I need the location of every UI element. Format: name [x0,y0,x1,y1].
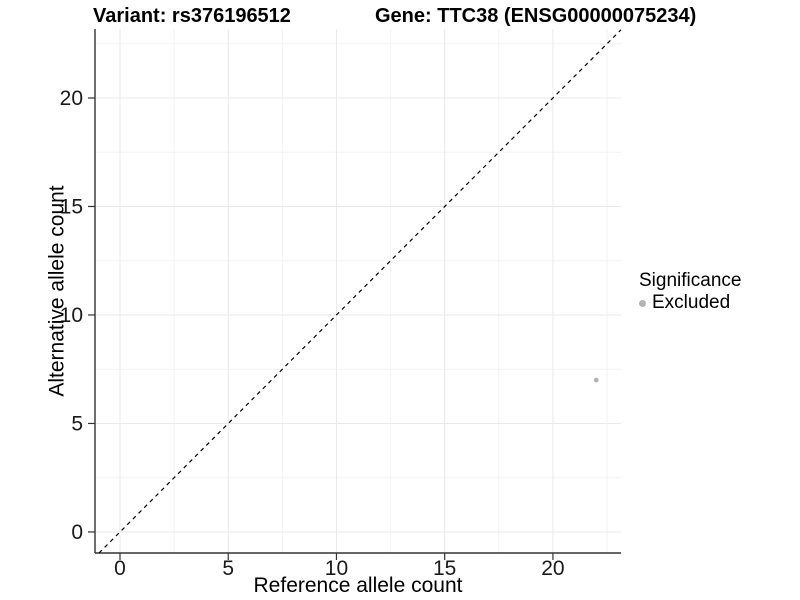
x-tick-label: 10 [325,557,348,580]
x-tick-label: 5 [222,557,234,580]
data-point [593,377,599,383]
y-axis-title: Alternative allele count [45,185,69,397]
identity-dashed-line [98,29,622,554]
y-tick-label: 10 [60,304,83,327]
legend-item-excluded: Excluded [639,292,741,314]
legend-item-label: Excluded [652,292,731,313]
variant-title: Variant: rs376196512 [93,5,291,27]
x-tick-label: 0 [114,557,126,580]
excluded-point-icon [639,299,646,307]
y-tick-label: 5 [71,412,83,435]
x-axis-title: Reference allele count [253,574,463,597]
y-tick-label: 0 [71,521,83,544]
y-tick-label: 20 [60,87,83,110]
legend: Significance Excluded [639,270,741,314]
legend-title: Significance [639,270,742,291]
x-tick-label: 15 [433,557,456,580]
x-tick-label: 20 [541,557,564,580]
gene-title: Gene: TTC38 (ENSG00000075234) [375,5,697,27]
y-tick-label: 15 [60,195,83,218]
